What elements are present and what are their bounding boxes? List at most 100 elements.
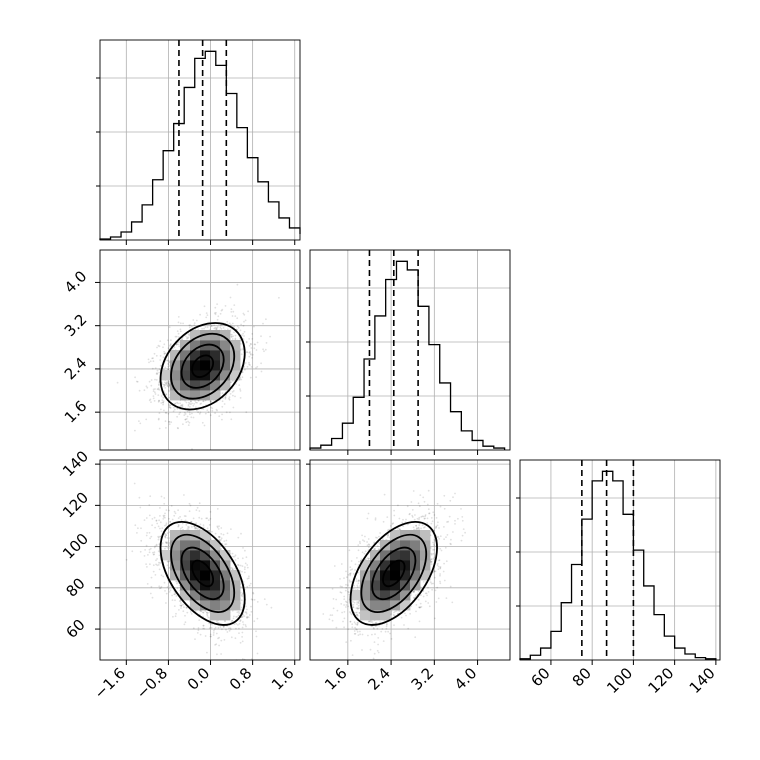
contour-level <box>170 332 236 400</box>
scatter-point <box>234 315 237 317</box>
scatter-point <box>168 405 171 407</box>
scatter-point <box>152 397 155 400</box>
scatter-point <box>179 330 182 333</box>
scatter-point <box>203 424 206 427</box>
scatter-point <box>210 635 212 638</box>
scatter-point <box>239 390 242 392</box>
scatter-point <box>134 429 136 432</box>
scatter-point <box>159 527 161 530</box>
scatter-point <box>192 517 195 520</box>
scatter-point <box>187 403 190 406</box>
scatter-point <box>168 509 171 512</box>
scatter-point <box>210 626 213 629</box>
scatter-point <box>198 510 201 512</box>
scatter-point <box>168 326 171 328</box>
scatter-point <box>169 343 172 345</box>
scatter-point <box>250 366 253 368</box>
scatter-point <box>177 524 180 527</box>
scatter-point <box>237 564 240 567</box>
scatter-point <box>169 589 172 592</box>
scatter-point <box>218 536 221 539</box>
scatter-point <box>151 596 154 599</box>
scatter-point <box>255 376 257 378</box>
scatter-point <box>202 524 205 527</box>
scatter-point <box>157 538 160 541</box>
scatter-point <box>164 384 167 387</box>
scatter-point <box>219 324 222 327</box>
scatter-point <box>160 585 163 588</box>
scatter-point <box>239 564 242 567</box>
scatter-point <box>242 547 244 549</box>
scatter-point <box>195 509 198 511</box>
scatter-point <box>166 560 169 563</box>
scatter-point <box>158 383 160 385</box>
scatter-point <box>191 448 193 450</box>
scatter-point <box>200 610 203 613</box>
scatter-point <box>224 397 227 400</box>
scatter-point <box>194 638 196 640</box>
scatter-point <box>189 405 191 408</box>
scatter-point <box>168 345 171 347</box>
scatter-point <box>240 609 243 611</box>
scatter-point <box>192 319 195 321</box>
scatter-point <box>198 502 201 505</box>
scatter-point <box>163 409 165 412</box>
scatter-point <box>229 411 231 414</box>
scatter-point <box>222 327 225 329</box>
histogram-panel-0 <box>96 39 301 241</box>
scatter-point <box>223 403 226 405</box>
scatter-point <box>250 343 253 346</box>
scatter-point <box>154 378 156 381</box>
scatter-point <box>168 389 170 392</box>
scatter-point <box>180 604 183 607</box>
scatter-point <box>156 522 159 525</box>
scatter-point <box>211 407 214 410</box>
scatter-point <box>234 554 237 557</box>
scatter-point <box>153 553 156 556</box>
scatter-point <box>246 616 249 619</box>
scatter-point <box>158 554 161 557</box>
scatter-point <box>179 322 182 325</box>
scatter-point <box>209 400 212 403</box>
scatter-point <box>168 397 171 399</box>
scatter-point <box>177 402 180 405</box>
scatter-point <box>157 400 160 403</box>
scatter-point <box>237 536 240 539</box>
scatter-point <box>237 327 240 329</box>
scatter-point <box>232 310 235 313</box>
scatter-point <box>188 526 190 529</box>
scatter-point <box>165 381 168 384</box>
scatter-point <box>165 602 167 604</box>
scatter-point <box>199 403 202 405</box>
scatter-point <box>218 644 221 647</box>
scatter-point <box>225 411 228 414</box>
scatter-point <box>223 540 226 542</box>
scatter-point <box>241 376 244 379</box>
scatter-point <box>168 361 171 364</box>
scatter-point <box>163 502 166 505</box>
scatter-point <box>235 616 238 618</box>
scatter-point <box>248 363 251 366</box>
scatter-point <box>168 386 170 389</box>
scatter-point <box>155 519 158 522</box>
scatter-point <box>167 362 170 365</box>
scatter-point <box>152 360 155 363</box>
scatter-point <box>164 387 167 389</box>
scatter-point <box>205 316 208 319</box>
scatter-point <box>188 510 191 513</box>
scatter-point <box>165 534 167 536</box>
scatter-point <box>149 398 152 401</box>
scatter-point <box>241 371 244 374</box>
scatter-point <box>179 515 182 518</box>
scatter-point <box>211 530 213 533</box>
scatter-point <box>195 527 198 530</box>
scatter-point <box>202 611 204 614</box>
scatter-point <box>203 627 206 630</box>
scatter-point <box>206 314 209 316</box>
density-cell <box>220 380 231 391</box>
scatter-point <box>210 325 213 327</box>
scatter-point <box>213 324 216 326</box>
scatter-point <box>252 592 255 595</box>
scatter-point <box>237 563 239 566</box>
scatter-point <box>193 322 196 324</box>
